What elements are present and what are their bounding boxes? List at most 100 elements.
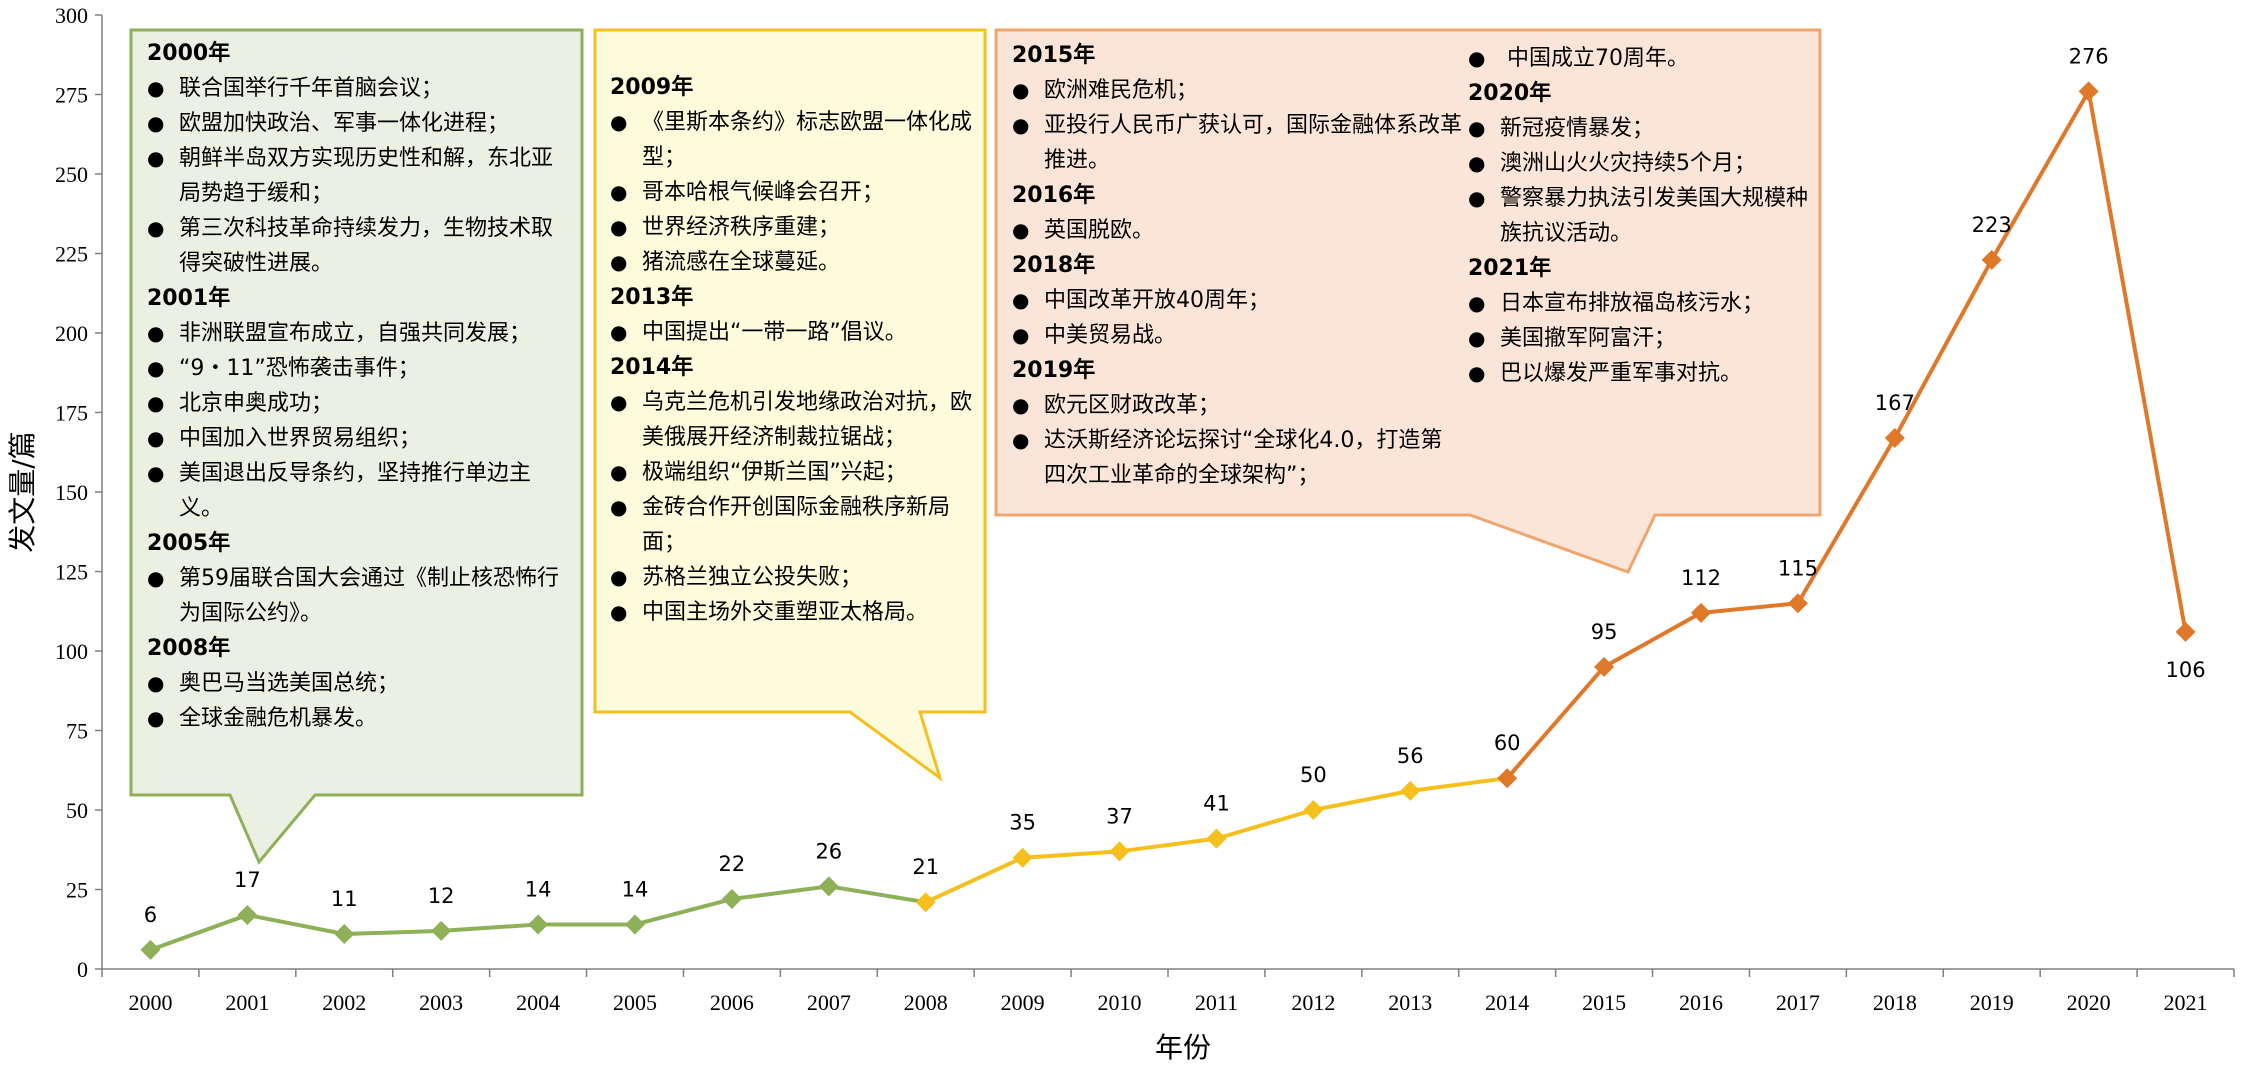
data-point	[1884, 427, 1905, 448]
callout-item: 中国主场外交重塑亚太格局。	[610, 595, 980, 630]
callout-item: 苏格兰独立公投失败；	[610, 560, 980, 595]
y-axis-title: 发文量/篇	[6, 431, 39, 552]
y-tick-label: 300	[55, 3, 88, 28]
callout-year: 2000年	[147, 41, 231, 66]
callout-item: 《里斯本条约》标志欧盟一体化成型；	[610, 105, 980, 175]
x-tick-label: 2019	[1970, 990, 2014, 1015]
data-point	[334, 924, 355, 945]
y-axis: 0 25 50 75 100 125 150 175 200 225 250 275 300	[55, 3, 103, 982]
callout-item: 世界经济秩序重建；	[610, 210, 980, 245]
data-point	[1303, 800, 1324, 820]
callout-item: 非洲联盟宣布成立，自强共同发展；	[147, 316, 572, 351]
x-tick-label: 2009	[1001, 990, 1045, 1015]
callout-item: 新冠疫情暴发；	[1468, 111, 1813, 146]
callout-item: 哥本哈根气候峰会召开；	[610, 175, 980, 210]
data-label: 276	[2069, 44, 2109, 68]
data-label: 223	[1972, 213, 2012, 237]
callout-year: 2008年	[147, 636, 231, 661]
y-tick-label: 25	[66, 878, 88, 903]
data-label: 14	[525, 877, 552, 901]
callout-yellow-text: 2009年《里斯本条约》标志欧盟一体化成型；哥本哈根气候峰会召开；世界经济秩序重…	[610, 70, 980, 630]
data-point	[818, 876, 839, 897]
callout-green-text: 2000年联合国举行千年首脑会议；欧盟加快政治、军事一体化进程；朝鲜半岛双方实现…	[147, 36, 572, 736]
data-label: 95	[1591, 620, 1618, 644]
data-point	[528, 914, 549, 935]
callout-item: 极端组织“伊斯兰国”兴起；	[610, 455, 980, 490]
data-label: 167	[1875, 391, 1915, 415]
callout-item: 联合国举行千年首脑会议；	[147, 71, 572, 106]
callout-item: 金砖合作开创国际金融秩序新局面；	[610, 490, 980, 560]
x-tick-label: 2020	[2067, 990, 2111, 1015]
x-tick-label: 2004	[516, 990, 560, 1015]
callout-year: 2021年	[1468, 256, 1552, 281]
data-point	[1691, 602, 1711, 623]
callout-year: 2013年	[610, 285, 694, 310]
x-tick-label: 2012	[1291, 990, 1335, 1015]
x-tick-label: 2018	[1873, 990, 1917, 1015]
data-label: 22	[719, 852, 746, 876]
x-axis: 2000 2001 2002 2003 2004 2005 2006 2007 2008 2009…	[101, 968, 2235, 1015]
data-point	[1594, 656, 1615, 677]
data-point	[1206, 828, 1227, 849]
callout-item: “9・11”恐怖袭击事件；	[147, 351, 572, 386]
callout-item: 欧盟加快政治、军事一体化进程；	[147, 106, 572, 141]
callout-item: 中美贸易战。	[1012, 318, 1462, 353]
x-tick-label: 2016	[1679, 990, 1723, 1015]
callout-item: 欧元区财政改革；	[1012, 388, 1462, 423]
y-tick-label: 0	[77, 957, 88, 982]
callout-item: 第三次科技革命持续发力，生物技术取得突破性进展。	[147, 211, 572, 281]
data-point	[721, 889, 742, 910]
callout-year: 2001年	[147, 286, 231, 311]
callout-year: 2005年	[147, 531, 231, 556]
callout-item: 中国改革开放40周年；	[1012, 283, 1462, 318]
data-point	[1012, 847, 1033, 868]
y-tick-label: 125	[55, 560, 88, 585]
data-point	[140, 939, 161, 960]
callout-year: 2009年	[610, 75, 694, 100]
series-line-segment	[1505, 89, 2188, 780]
data-labels: 6 17 11 12 14 14 22 26 21 35 37 41 50 56 60 95 112 115 167…	[144, 44, 2206, 927]
data-label: 112	[1681, 566, 1721, 590]
callout-item: 北京申奥成功；	[147, 386, 572, 421]
callout-item: 乌克兰危机引发地缘政治对抗，欧美俄展开经济制裁拉锯战；	[610, 385, 980, 455]
data-point	[1400, 780, 1421, 801]
data-point	[625, 914, 645, 935]
y-tick-label: 275	[55, 83, 88, 108]
data-point	[2175, 621, 2196, 642]
callout-item: 亚投行人民币广获认可，国际金融体系改革推进。	[1012, 108, 1462, 178]
callout-item: 中国加入世界贸易组织；	[147, 421, 572, 456]
callout-item: 日本宣布排放福岛核污水；	[1468, 286, 1813, 321]
data-point	[431, 920, 452, 941]
callout-year: 2020年	[1468, 81, 1552, 106]
data-label: 56	[1397, 744, 1424, 768]
callout-year: 2019年	[1012, 358, 1096, 383]
callout-item: 第59届联合国大会通过《制止核恐怖行为国际公约》。	[147, 561, 572, 631]
callout-item: 欧洲难民危机；	[1012, 73, 1462, 108]
x-tick-label: 2014	[1485, 990, 1529, 1015]
callout-item: 美国撤军阿富汗；	[1468, 321, 1813, 356]
data-label: 26	[815, 839, 842, 863]
callout-item: 朝鲜半岛双方实现历史性和解，东北亚局势趋于缓和；	[147, 141, 572, 211]
callout-item: 澳洲山火火灾持续5个月；	[1468, 146, 1813, 181]
callout-item: 巴以爆发严重军事对抗。	[1468, 356, 1813, 391]
series-publications	[140, 81, 2196, 960]
callout-item: 达沃斯经济论坛探讨“全球化4.0，打造第四次工业革命的全球架构”；	[1012, 423, 1462, 493]
data-label: 17	[234, 868, 261, 892]
callout-orange-right-text: 中国成立70周年。 2020年新冠疫情暴发；澳洲山火火灾持续5个月；警察暴力执法引…	[1468, 41, 1813, 391]
data-label: 41	[1203, 792, 1230, 816]
data-label: 12	[428, 884, 455, 908]
callout-item: 全球金融危机暴发。	[147, 701, 572, 736]
x-tick-label: 2003	[419, 990, 463, 1015]
data-label: 14	[622, 877, 649, 901]
data-label: 60	[1494, 731, 1521, 755]
callout-year: 2018年	[1012, 253, 1096, 278]
data-label: 6	[144, 903, 157, 927]
x-tick-label: 2005	[613, 990, 657, 1015]
data-label: 106	[2165, 658, 2205, 682]
y-tick-label: 75	[66, 719, 88, 744]
callout-year: 2016年	[1012, 183, 1096, 208]
y-tick-label: 225	[55, 242, 88, 267]
data-label: 21	[912, 855, 939, 879]
data-label: 11	[331, 887, 358, 911]
